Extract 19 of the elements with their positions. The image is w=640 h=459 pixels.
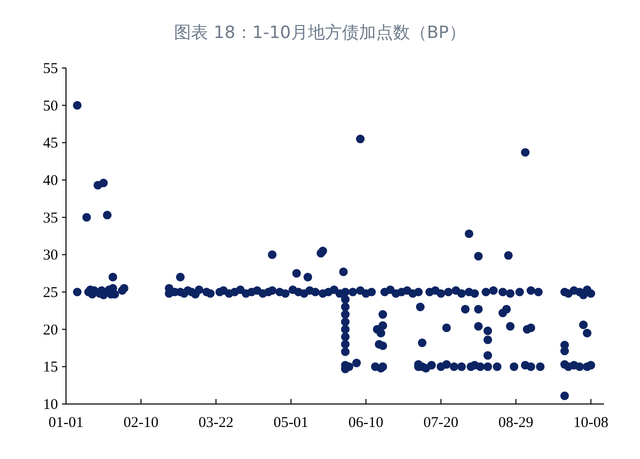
x-tick-label: 10-08 (573, 415, 608, 431)
x-tick-label: 06-10 (348, 415, 384, 431)
y-tick-label: 45 (43, 136, 58, 152)
x-tick-label: 02-10 (123, 415, 158, 431)
y-tick-label: 20 (43, 322, 58, 338)
y-tick-label: 40 (43, 173, 58, 189)
y-tick-label: 30 (43, 248, 58, 264)
x-tick-label: 05-01 (273, 415, 308, 431)
y-tick-label: 55 (43, 61, 58, 77)
x-tick-label: 03-22 (198, 415, 234, 431)
x-tick-label: 01-01 (48, 415, 84, 431)
y-tick-label: 25 (43, 285, 58, 301)
x-tick-label: 07-20 (423, 415, 458, 431)
x-tick-label: 08-29 (498, 415, 534, 431)
y-tick-label: 50 (43, 98, 58, 114)
y-tick-label: 15 (43, 360, 58, 376)
y-tick-label: 35 (43, 210, 58, 226)
chart-title: 图表 18：1-10月地方债加点数（BP） (174, 23, 466, 43)
y-tick-label: 10 (43, 397, 58, 413)
